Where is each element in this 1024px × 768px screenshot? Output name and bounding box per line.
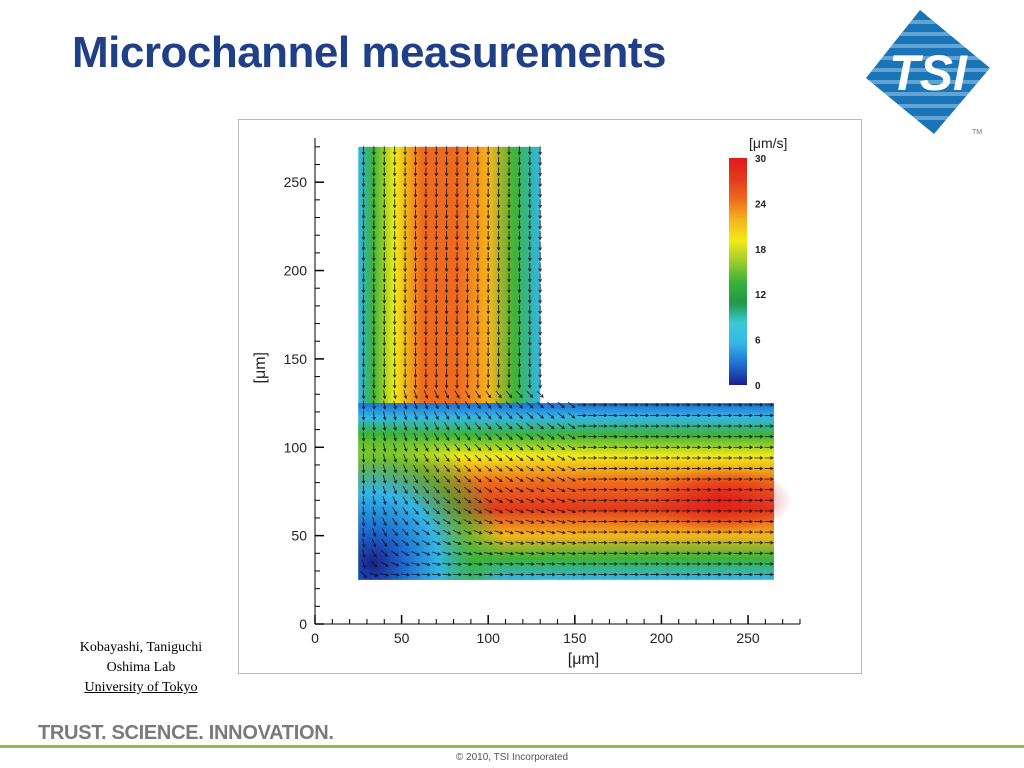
colorbar-tick-label: 30 bbox=[755, 154, 767, 165]
corner-low-speed-zone bbox=[358, 420, 506, 580]
x-tick-label: 250 bbox=[736, 630, 760, 646]
y-tick-label: 0 bbox=[299, 616, 307, 632]
colorbar bbox=[729, 158, 747, 385]
colorbar-tick-label: 6 bbox=[755, 336, 761, 347]
logo-text: TSI bbox=[889, 45, 968, 101]
velocity-field-chart: 0 50 100 150 200 250 0 50 100 150 200 250 [μm] [μm] 0 6… bbox=[252, 135, 801, 668]
copyright: © 2010, TSI Incorporated bbox=[455, 752, 569, 763]
y-tick-label: 100 bbox=[284, 439, 308, 455]
colorbar-tick-label: 12 bbox=[755, 290, 767, 301]
plot-frame: 0 50 100 150 200 250 0 50 100 150 200 250 [μm] [μm] 0 6… bbox=[238, 119, 862, 674]
footer-rule bbox=[0, 745, 1024, 748]
x-tick-label: 50 bbox=[394, 630, 410, 646]
y-axis-label: [μm] bbox=[252, 352, 269, 383]
x-tick-label: 200 bbox=[650, 630, 674, 646]
x-tick-label: 100 bbox=[477, 630, 501, 646]
tagline: TRUST. SCIENCE. INNOVATION. bbox=[38, 722, 334, 744]
colorbar-label: [μm/s] bbox=[749, 135, 787, 151]
logo-tm: TM bbox=[972, 129, 982, 136]
credits-affiliation: University of Tokyo bbox=[84, 680, 198, 695]
colorbar-tick-label: 0 bbox=[755, 381, 761, 392]
x-tick-label: 150 bbox=[563, 630, 587, 646]
credits-lab: Oshima Lab bbox=[106, 660, 176, 675]
x-axis-label: [μm] bbox=[568, 651, 599, 668]
y-tick-label: 150 bbox=[284, 351, 308, 367]
y-tick-label: 50 bbox=[291, 528, 307, 544]
credits-authors: Kobayashi, Taniguchi bbox=[79, 640, 203, 655]
colorbar-tick-label: 18 bbox=[755, 245, 767, 256]
x-tick-label: 0 bbox=[311, 630, 319, 646]
velocity-arrows bbox=[360, 146, 774, 579]
credits-block: Kobayashi, Taniguchi Oshima Lab Universi… bbox=[56, 638, 226, 698]
y-tick-label: 250 bbox=[284, 174, 308, 190]
slide-title: Microchannel measurements bbox=[72, 28, 666, 77]
y-tick-label: 200 bbox=[284, 263, 308, 279]
tsi-logo: TSI TM bbox=[866, 10, 990, 136]
colorbar-tick-label: 24 bbox=[755, 199, 767, 210]
